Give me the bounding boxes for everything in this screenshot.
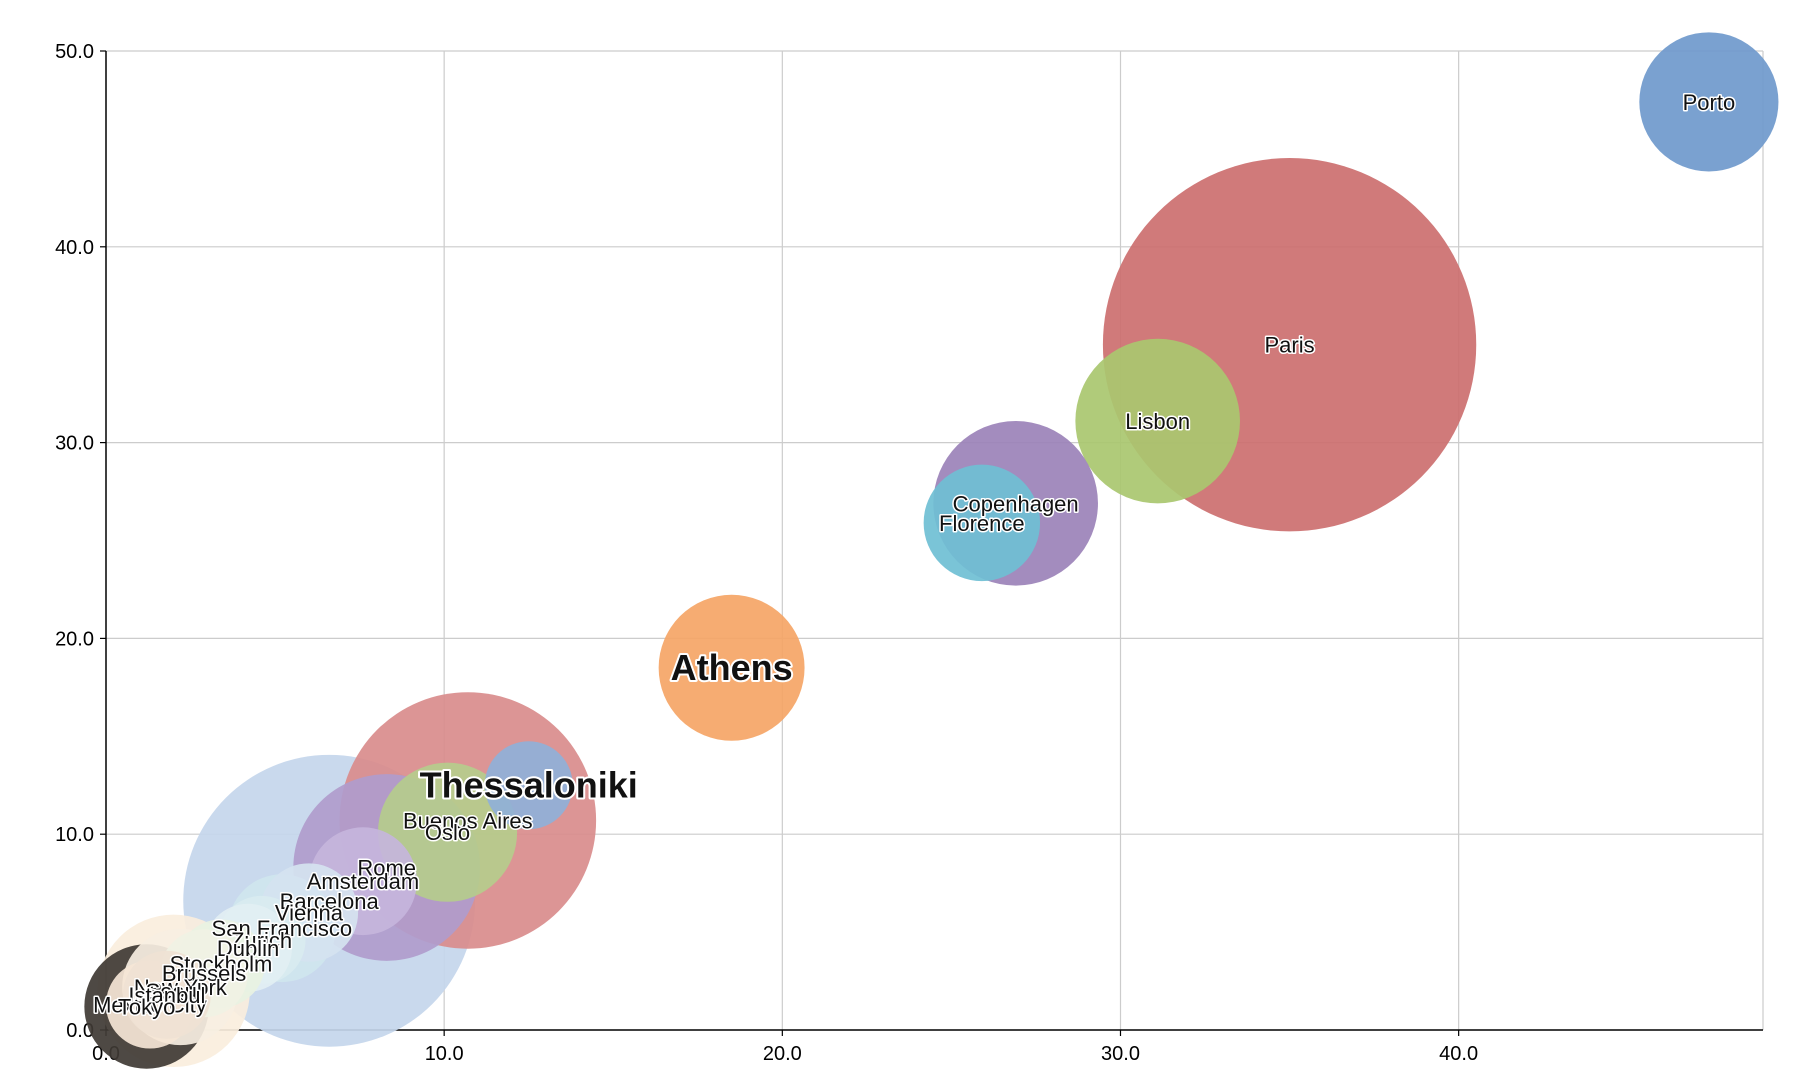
bubble-label-thessaloniki: Thessaloniki [420,764,638,805]
y-tick-label: 50.0 [55,41,94,63]
y-tick-label: 0.0 [66,1020,94,1042]
bubble-label-zurich: Zurich [231,928,292,953]
bubble-label-istanbul: Istanbul [128,983,205,1008]
bubble-label-oslo: Oslo [425,820,470,845]
x-tick-label: 40.0 [1439,1043,1478,1065]
bubble-athens [658,594,805,741]
bubble-label-porto: Porto [1683,90,1736,115]
bubble-label-dublin: Dublin [217,936,279,961]
bubble-label-amsterdam: Amsterdam [307,869,419,894]
y-tick-label: 20.0 [55,628,94,650]
bubble-label-copenhagen: Copenhagen [953,491,1079,516]
y-tick-label: 40.0 [55,237,94,259]
bubble-label-rome: Rome [357,855,416,880]
bubble-label-florence: Florence [939,511,1025,536]
x-tick-label: 30.0 [1101,1043,1140,1065]
bubble-thessaloniki [484,741,573,830]
y-tick-label: 10.0 [55,824,94,846]
bubble-lisbon [1075,338,1240,504]
bubble-label-san-francisco: San Francisco [212,916,353,941]
bubble-istanbul [122,950,211,1039]
bubble-label-paris: Paris [1265,333,1315,358]
x-tick-labels: 0.0 10.0 20.0 30.0 40.0 [92,1043,1478,1065]
bubble-porto [1639,32,1779,172]
bubble-label-new-york: New York [134,975,228,1000]
y-tick-labels: 0.0 10.0 20.0 30.0 40.0 50.0 [55,41,94,1042]
bubble-label-athens: Athens [671,647,793,688]
bubbles [84,32,1779,1069]
bubble-label-stockholm: Stockholm [170,951,273,976]
x-tick-label: 20.0 [763,1043,802,1065]
bubble-label-tokyo: Tokyo [118,995,175,1020]
bubble-label-buenos-aires: Buenos Aires [403,808,533,833]
y-tick-label: 30.0 [55,433,94,455]
bubble-label-mexico-city: Mexico City [93,993,207,1018]
bubble-label-vienna: Vienna [275,901,344,926]
x-tick-label: 10.0 [425,1043,464,1065]
bubble-label-lisbon: Lisbon [1125,409,1190,434]
bubble-label-barcelona: Barcelona [280,889,380,914]
bubble-florence [923,464,1041,582]
bubble-label-seoul: Seoul [145,979,201,1004]
bubble-label-brussels: Brussels [162,961,246,986]
